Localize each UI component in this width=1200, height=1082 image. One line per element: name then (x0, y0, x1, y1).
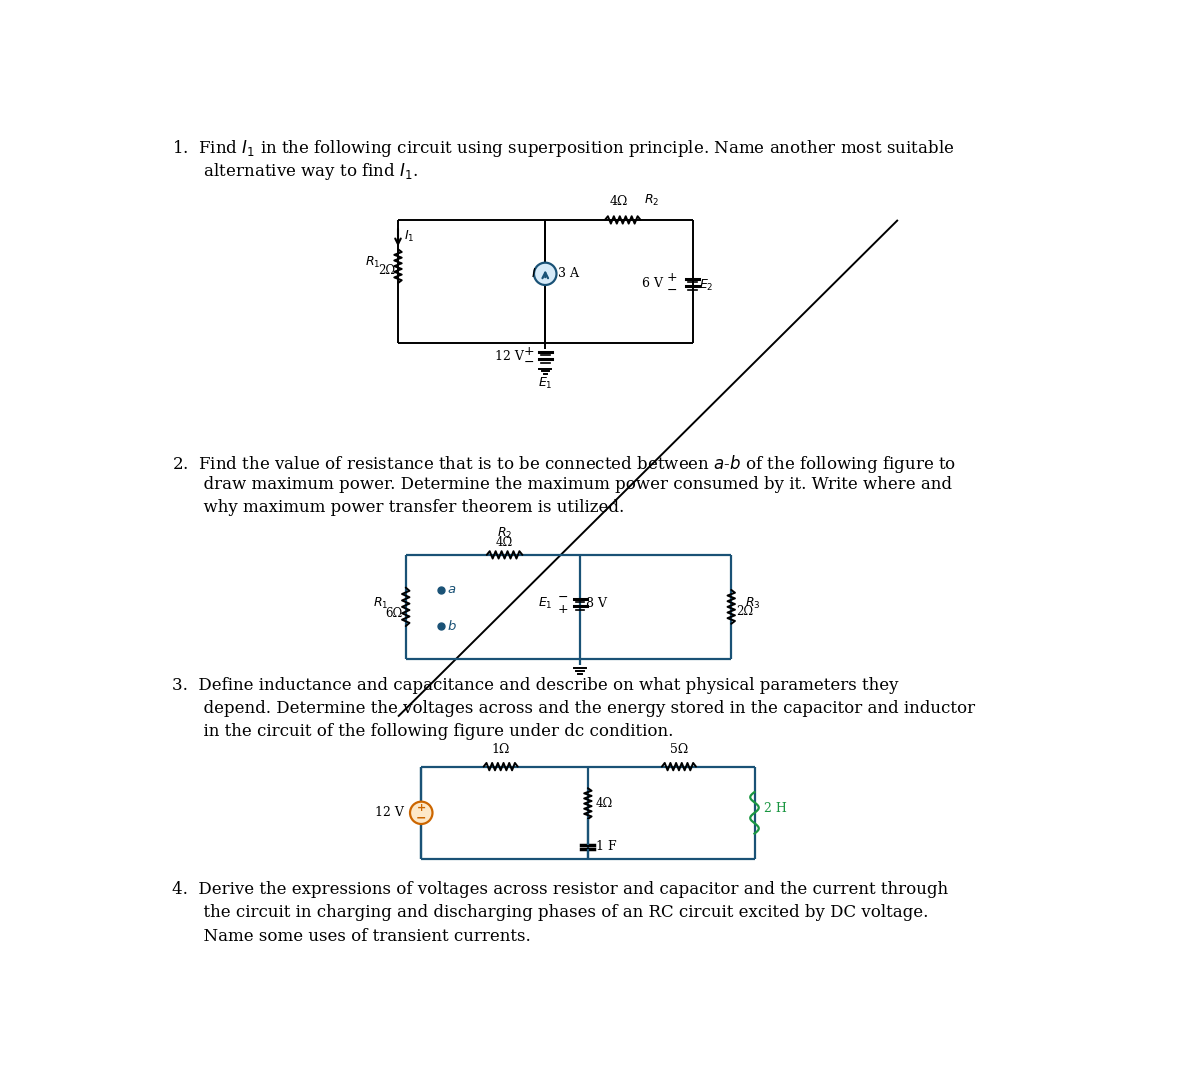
Text: 4Ω: 4Ω (496, 536, 514, 549)
Text: +: + (416, 803, 426, 814)
Text: $R_3$: $R_3$ (745, 595, 761, 610)
Text: 1 F: 1 F (595, 841, 617, 854)
Text: $E_1$: $E_1$ (538, 375, 552, 391)
Text: +: + (667, 272, 678, 285)
Text: why maximum power transfer theorem is utilized.: why maximum power transfer theorem is ut… (172, 500, 624, 516)
Text: 1Ω: 1Ω (492, 743, 510, 756)
Text: alternative way to find $I_1$.: alternative way to find $I_1$. (172, 160, 418, 182)
Text: 6Ω: 6Ω (385, 607, 403, 620)
Text: 12 V: 12 V (494, 351, 523, 364)
Text: 2 H: 2 H (763, 803, 787, 816)
Text: $E_2$: $E_2$ (700, 278, 714, 293)
Text: −: − (558, 591, 569, 604)
Text: $R_1$: $R_1$ (366, 254, 380, 269)
Text: $a$: $a$ (446, 583, 456, 596)
Text: −: − (524, 356, 534, 369)
Text: Name some uses of transient currents.: Name some uses of transient currents. (172, 927, 530, 945)
Text: draw maximum power. Determine the maximum power consumed by it. Write where and: draw maximum power. Determine the maximu… (172, 476, 952, 493)
Text: $R_1$: $R_1$ (373, 595, 389, 610)
Circle shape (410, 802, 432, 824)
Text: $b$: $b$ (446, 619, 457, 633)
Text: 4.  Derive the expressions of voltages across resistor and capacitor and the cur: 4. Derive the expressions of voltages ac… (172, 882, 948, 898)
Text: 8 V: 8 V (586, 597, 606, 610)
Text: $I_1$: $I_1$ (404, 229, 415, 245)
Text: $I$: $I$ (530, 267, 536, 280)
Text: 4Ω: 4Ω (610, 195, 628, 208)
Text: $R_2$: $R_2$ (497, 526, 512, 541)
Text: +: + (523, 345, 534, 358)
Circle shape (534, 263, 557, 285)
Text: 2Ω: 2Ω (378, 264, 396, 277)
Text: 6 V: 6 V (642, 277, 664, 290)
Text: the circuit in charging and discharging phases of an RC circuit excited by DC vo: the circuit in charging and discharging … (172, 905, 928, 922)
Text: in the circuit of the following figure under dc condition.: in the circuit of the following figure u… (172, 723, 673, 740)
Text: +: + (558, 604, 569, 617)
Text: $R_2$: $R_2$ (644, 193, 660, 208)
Text: 3 A: 3 A (558, 267, 580, 280)
Text: 4Ω: 4Ω (595, 797, 613, 810)
Text: 2Ω: 2Ω (736, 605, 754, 618)
Text: −: − (667, 283, 678, 296)
Text: 1.  Find $I_1$ in the following circuit using superposition principle. Name anot: 1. Find $I_1$ in the following circuit u… (172, 137, 954, 159)
Text: 2.  Find the value of resistance that is to be connected between $a$-$b$ of the : 2. Find the value of resistance that is … (172, 453, 956, 475)
Text: 5Ω: 5Ω (670, 743, 688, 756)
Text: 12 V: 12 V (376, 806, 404, 819)
Text: 3.  Define inductance and capacitance and describe on what physical parameters t: 3. Define inductance and capacitance and… (172, 676, 898, 694)
Text: depend. Determine the voltages across and the energy stored in the capacitor and: depend. Determine the voltages across an… (172, 700, 974, 716)
Text: −: − (416, 812, 426, 824)
Text: $E_1$: $E_1$ (539, 596, 553, 611)
